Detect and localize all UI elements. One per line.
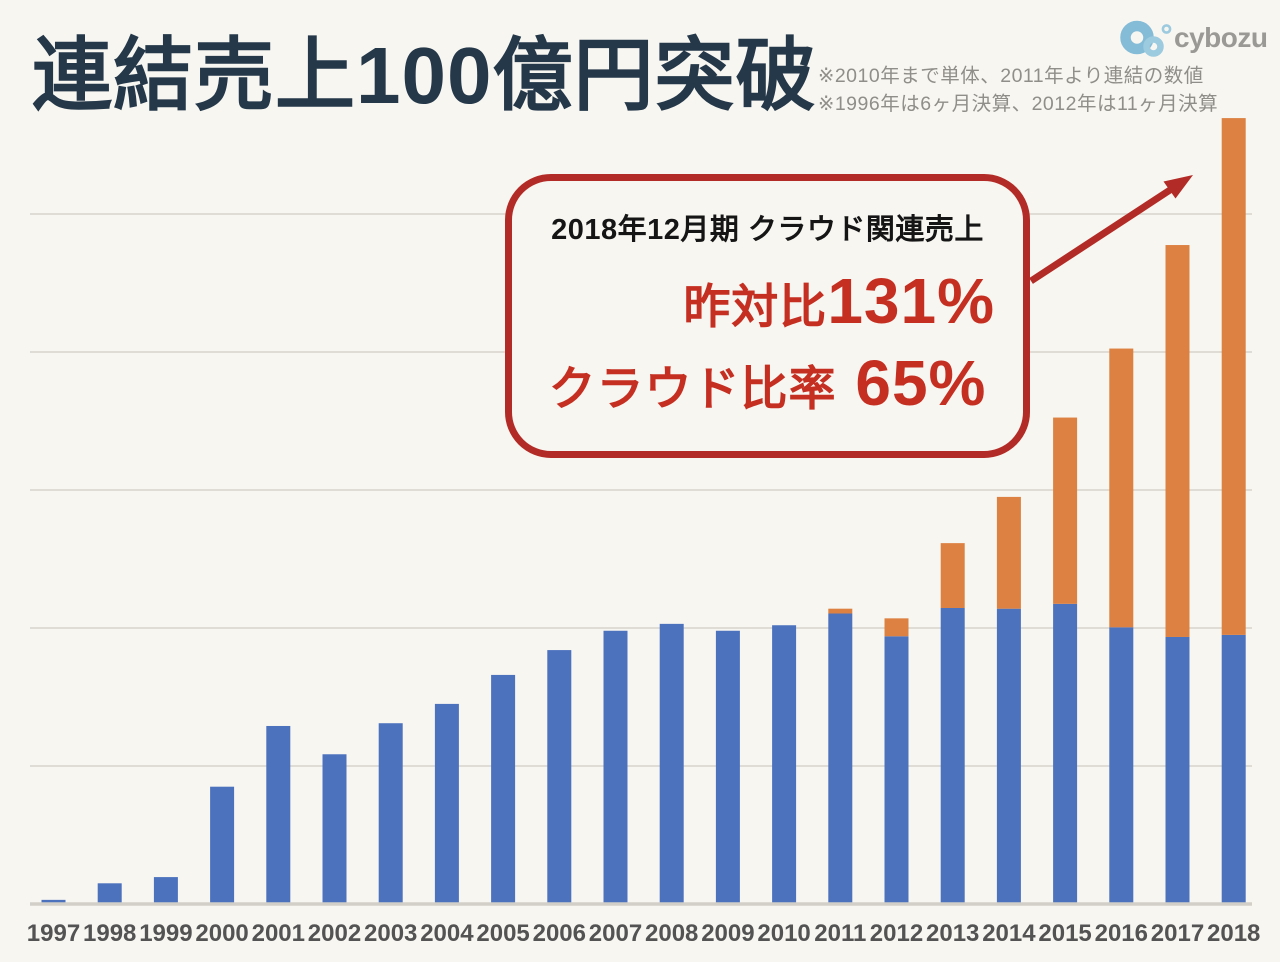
bar-2008-base-revenue xyxy=(659,623,684,904)
year-label-2003: 2003 xyxy=(364,920,417,947)
year-label-1997: 1997 xyxy=(27,920,80,947)
year-label-2018: 2018 xyxy=(1207,920,1260,947)
bar-2014-cloud-revenue xyxy=(996,496,1021,609)
year-label-1999: 1999 xyxy=(139,920,192,947)
callout-yoy-row: 昨対比131% xyxy=(512,264,1023,338)
bar-2011-base-revenue xyxy=(828,613,853,904)
bar-1998-base-revenue xyxy=(97,883,122,904)
yoy-label: 昨対比 xyxy=(683,280,828,333)
year-label-2016: 2016 xyxy=(1095,920,1148,947)
year-label-2012: 2012 xyxy=(870,920,923,947)
logo-large-circle-icon xyxy=(1120,20,1154,55)
bar-2005-base-revenue xyxy=(491,674,516,904)
year-label-1998: 1998 xyxy=(83,920,136,947)
bar-2010-base-revenue xyxy=(772,625,797,904)
year-label-2015: 2015 xyxy=(1038,920,1091,947)
yoy-value: 131% xyxy=(827,265,995,337)
bar-1997-base-revenue xyxy=(41,899,66,904)
bar-2012-cloud-revenue xyxy=(884,618,909,637)
year-label-2002: 2002 xyxy=(308,920,361,947)
year-label-2005: 2005 xyxy=(476,920,529,947)
bar-2004-base-revenue xyxy=(434,703,459,904)
bar-2002-base-revenue xyxy=(322,754,347,904)
footnote-line-1: ※2010年まで単体、2011年より連結の数値 xyxy=(818,65,1204,87)
year-label-2000: 2000 xyxy=(195,920,248,947)
bar-2013-base-revenue xyxy=(940,607,965,904)
callout-heading: 2018年12月期 クラウド関連売上 xyxy=(551,214,984,246)
bar-2018-cloud-revenue xyxy=(1221,118,1246,635)
bar-2006-base-revenue xyxy=(547,650,572,904)
year-label-2006: 2006 xyxy=(533,920,586,947)
logo-wordmark: cybozu xyxy=(1174,22,1267,53)
footnote-line-2: ※1996年は6ヶ月決算、2012年は11ヶ月決算 xyxy=(818,92,1219,115)
cloud-ratio-value: 65% xyxy=(836,347,987,419)
bar-2003-base-revenue xyxy=(378,723,403,904)
bar-2011-cloud-revenue xyxy=(828,608,853,614)
bar-2013-cloud-revenue xyxy=(940,543,965,608)
year-label-2007: 2007 xyxy=(589,920,642,947)
year-label-2004: 2004 xyxy=(420,920,474,947)
cloud-ratio-label: クラウド比率 xyxy=(548,362,837,415)
bar-2015-cloud-revenue xyxy=(1053,417,1078,604)
bar-1999-base-revenue xyxy=(153,877,178,904)
bar-2016-cloud-revenue xyxy=(1109,348,1134,628)
year-label-2013: 2013 xyxy=(926,920,979,947)
bar-2000-base-revenue xyxy=(210,786,235,904)
year-label-2014: 2014 xyxy=(982,920,1036,947)
bar-2007-base-revenue xyxy=(603,630,628,904)
cloud-sales-callout: 2018年12月期 クラウド関連売上 昨対比131% クラウド比率 65% xyxy=(505,174,1030,458)
bar-2017-cloud-revenue xyxy=(1165,245,1190,637)
bar-2016-base-revenue xyxy=(1109,627,1134,904)
year-label-2009: 2009 xyxy=(701,920,754,947)
year-label-2011: 2011 xyxy=(814,920,866,947)
year-label-2001: 2001 xyxy=(252,920,305,947)
bar-2018-base-revenue xyxy=(1221,634,1246,904)
logo-medium-circle-icon xyxy=(1143,36,1164,57)
bar-2015-base-revenue xyxy=(1053,603,1078,904)
bar-2014-base-revenue xyxy=(996,608,1021,904)
year-label-2017: 2017 xyxy=(1151,920,1204,947)
bar-2001-base-revenue xyxy=(266,725,291,904)
year-label-2010: 2010 xyxy=(757,920,810,947)
bar-2012-base-revenue xyxy=(884,636,909,904)
bar-2009-base-revenue xyxy=(715,630,740,904)
cybozu-logo: cybozu xyxy=(1120,20,1268,57)
logo-small-ring-icon xyxy=(1161,24,1172,34)
footnotes: ※2010年まで単体、2011年より連結の数値 ※1996年は6ヶ月決算、201… xyxy=(818,63,1218,118)
year-label-2008: 2008 xyxy=(645,920,698,947)
callout-ratio-row: クラウド比率 65% xyxy=(512,346,1023,420)
page-title: 連結売上100億円突破 xyxy=(32,31,817,120)
bar-2017-base-revenue xyxy=(1165,636,1190,904)
